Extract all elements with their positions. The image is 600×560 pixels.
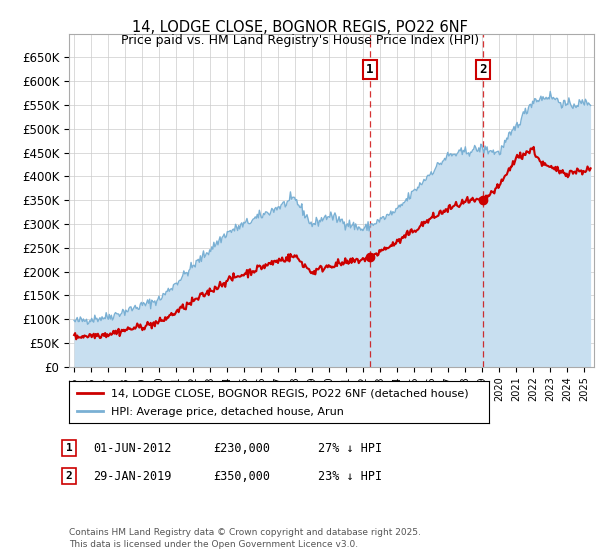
Text: 2: 2 — [65, 471, 73, 481]
Text: 14, LODGE CLOSE, BOGNOR REGIS, PO22 6NF: 14, LODGE CLOSE, BOGNOR REGIS, PO22 6NF — [132, 20, 468, 35]
Text: Contains HM Land Registry data © Crown copyright and database right 2025.: Contains HM Land Registry data © Crown c… — [69, 528, 421, 536]
Text: 1: 1 — [367, 63, 374, 76]
Text: Price paid vs. HM Land Registry's House Price Index (HPI): Price paid vs. HM Land Registry's House … — [121, 34, 479, 46]
Text: 01-JUN-2012: 01-JUN-2012 — [93, 441, 172, 455]
Text: 14, LODGE CLOSE, BOGNOR REGIS, PO22 6NF (detached house): 14, LODGE CLOSE, BOGNOR REGIS, PO22 6NF … — [111, 389, 469, 398]
Text: £230,000: £230,000 — [213, 441, 270, 455]
Text: £350,000: £350,000 — [213, 469, 270, 483]
Text: 23% ↓ HPI: 23% ↓ HPI — [318, 469, 382, 483]
Text: 29-JAN-2019: 29-JAN-2019 — [93, 469, 172, 483]
Text: 27% ↓ HPI: 27% ↓ HPI — [318, 441, 382, 455]
Text: 2: 2 — [479, 63, 487, 76]
Text: This data is licensed under the Open Government Licence v3.0.: This data is licensed under the Open Gov… — [69, 540, 358, 549]
Text: 1: 1 — [65, 443, 73, 453]
Text: HPI: Average price, detached house, Arun: HPI: Average price, detached house, Arun — [111, 407, 344, 417]
